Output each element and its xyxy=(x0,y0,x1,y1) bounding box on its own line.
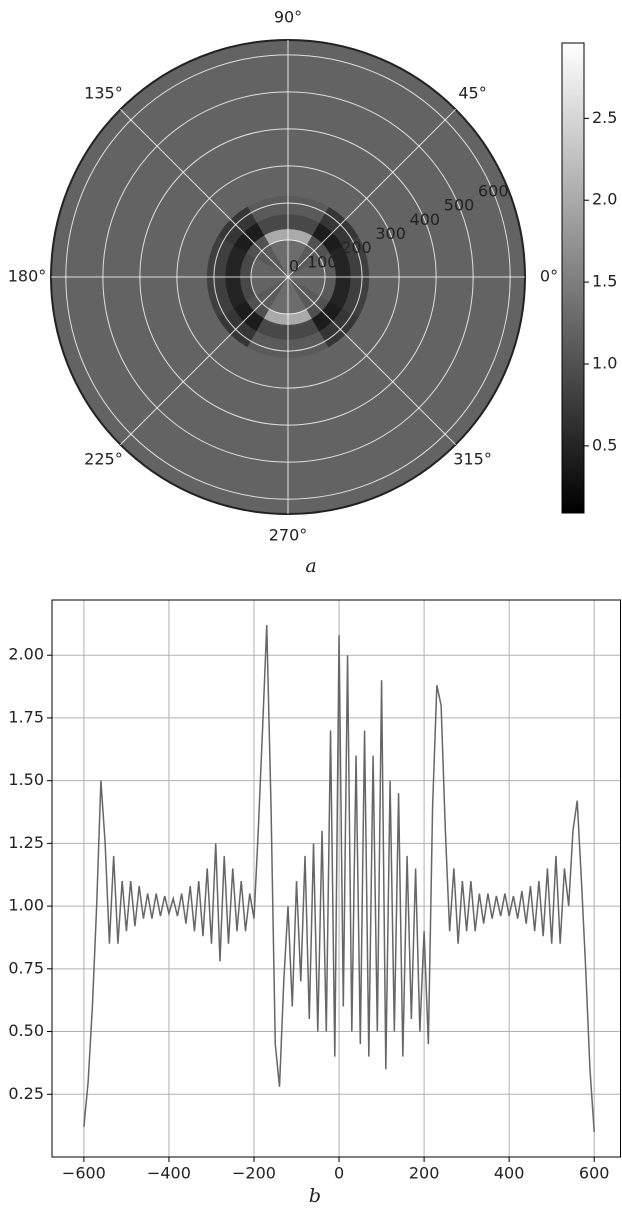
grid-spoke xyxy=(120,276,289,445)
colorbar-tick-label: 0.5 xyxy=(592,435,617,454)
r-tick-label: 400 xyxy=(410,210,441,229)
y-tick-label: 1.00 xyxy=(8,896,44,915)
theta-tick-label: 315° xyxy=(453,450,492,469)
grid-spoke xyxy=(287,276,456,445)
x-tick-label: 400 xyxy=(494,1164,525,1183)
r-tick-label: 600 xyxy=(478,181,509,200)
colorbar-tick-label: 2.5 xyxy=(592,108,617,127)
y-tick-label: 0.25 xyxy=(8,1084,44,1103)
x-tick-label: 200 xyxy=(409,1164,440,1183)
x-tick-label: −600 xyxy=(62,1164,106,1183)
theta-tick-label: 180° xyxy=(8,267,47,286)
data-line xyxy=(83,625,595,1132)
y-tick-label: 1.25 xyxy=(8,833,44,852)
theta-tick-label: 225° xyxy=(84,450,123,469)
r-tick-label: 100 xyxy=(307,252,338,271)
y-tick-label: 2.00 xyxy=(8,645,44,664)
plot-frame xyxy=(51,599,621,1158)
x-tick-label: 0 xyxy=(334,1164,344,1183)
colorbar-tick-label: 1.5 xyxy=(592,272,617,291)
y-tick-label: 0.50 xyxy=(8,1021,44,1040)
theta-tick-label: 0° xyxy=(540,267,558,286)
r-tick-label: 0 xyxy=(289,257,299,276)
caption: a xyxy=(305,555,316,577)
colorbar-tick-label: 2.0 xyxy=(592,190,617,209)
y-tick-label: 1.75 xyxy=(8,707,44,726)
y-tick-label: 1.50 xyxy=(8,770,44,789)
r-tick-label: 300 xyxy=(375,224,406,243)
grid-spoke xyxy=(120,109,289,278)
theta-tick-label: 135° xyxy=(84,83,123,102)
x-tick-label: 600 xyxy=(579,1164,610,1183)
r-tick-label: 200 xyxy=(341,238,372,257)
theta-tick-label: 45° xyxy=(458,83,486,102)
caption: b xyxy=(309,1185,321,1207)
y-tick-label: 0.75 xyxy=(8,958,44,977)
colorbar xyxy=(561,42,585,514)
theta-tick-label: 270° xyxy=(269,526,308,545)
theta-tick-label: 90° xyxy=(274,8,302,27)
r-tick-label: 500 xyxy=(444,196,475,215)
colorbar-tick-label: 1.0 xyxy=(592,353,617,372)
x-tick-label: −200 xyxy=(232,1164,276,1183)
grid-spoke xyxy=(287,109,456,278)
x-tick-label: −400 xyxy=(147,1164,191,1183)
